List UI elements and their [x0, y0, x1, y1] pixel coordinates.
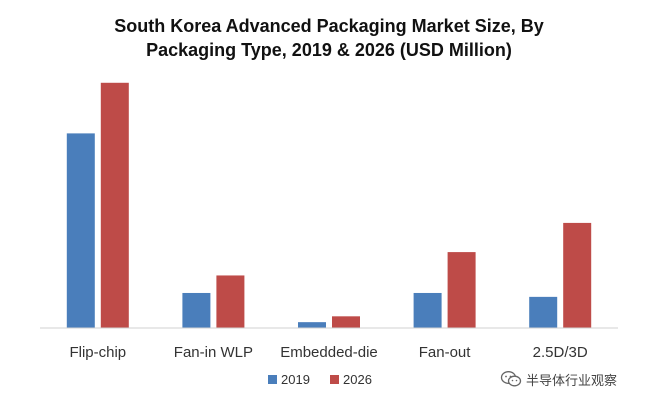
legend: 2019 2026: [268, 372, 372, 387]
bar-fan-in-wlp-2019: [182, 292, 211, 328]
x-tick-label: Fan-in WLP: [174, 344, 253, 361]
x-tick-labels: Flip-chip Fan-in WLP Embedded-die Fan-out 2.…: [69, 344, 587, 361]
chart-title: South Korea Advanced Packaging Market Si…: [0, 14, 658, 62]
watermark-text: 半导体行业观察: [526, 373, 618, 389]
bar-embedded-die-2026: [332, 316, 360, 328]
bar-2-5d-3d-2026: [563, 222, 592, 328]
bars-group: [66, 82, 592, 329]
x-tick-label: Flip-chip: [69, 344, 126, 361]
x-tick-label: 2.5D/3D: [533, 344, 588, 361]
bar-flip-chip-2026: [100, 82, 129, 329]
bar-2-5d-3d-2019: [529, 296, 558, 328]
x-tick-label: Embedded-die: [280, 344, 378, 361]
wechat-icon: [500, 371, 522, 387]
legend-swatch-2026: [330, 375, 339, 384]
bar-embedded-die-2019: [298, 322, 326, 328]
watermark: 半导体行业观察: [500, 368, 617, 390]
chart-title-line-1: South Korea Advanced Packaging Market Si…: [114, 16, 544, 36]
bar-fan-out-2026: [447, 252, 476, 328]
legend-label-2026: 2026: [343, 372, 372, 387]
chart-title-line-2: Packaging Type, 2019 & 2026 (USD Million…: [146, 40, 512, 60]
bar-flip-chip-2019: [66, 133, 95, 328]
legend-label-2019: 2019: [281, 372, 310, 387]
bar-fan-in-wlp-2026: [216, 275, 245, 328]
x-tick-label: Fan-out: [419, 344, 472, 361]
legend-swatch-2019: [268, 375, 277, 384]
bar-fan-out-2019: [413, 292, 442, 328]
